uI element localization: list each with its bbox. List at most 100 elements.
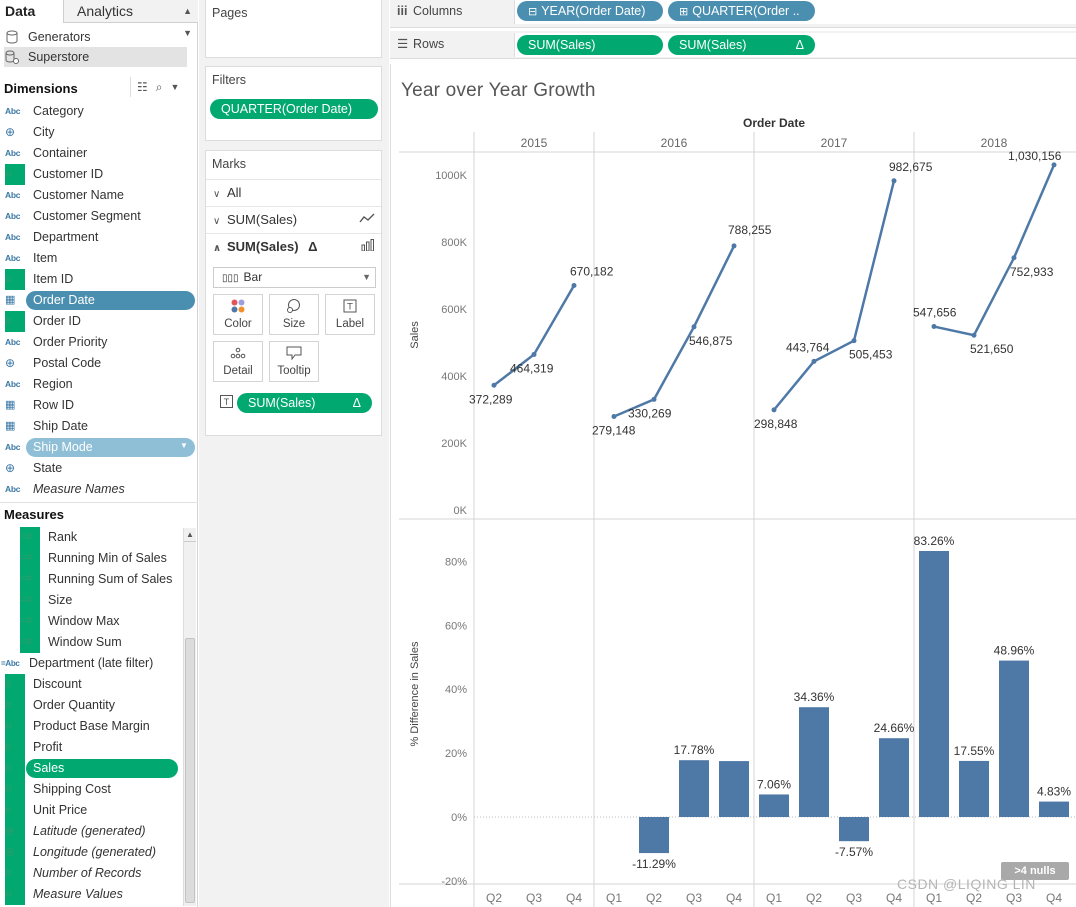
size-button[interactable]: Size — [269, 294, 319, 335]
label-button[interactable]: T Label — [325, 294, 375, 335]
pages-card[interactable]: Pages — [205, 0, 382, 58]
tab-data[interactable]: Data — [0, 0, 64, 23]
field-window-max[interactable]: =# Window Max — [20, 611, 120, 632]
line-icon — [359, 208, 375, 232]
field-order-id[interactable]: # Order ID — [5, 311, 81, 332]
nulls-indicator[interactable]: >4 nulls — [1001, 862, 1069, 880]
string-type-icon: Abc — [5, 232, 21, 242]
scrollbar-thumb[interactable] — [185, 638, 195, 903]
datasource-superstore[interactable]: Superstore — [4, 47, 187, 67]
calculated-number-icon: =# — [20, 527, 40, 548]
chevron-down-icon: ▼ — [362, 272, 371, 282]
chevron-down-icon[interactable]: ▼ — [170, 82, 180, 92]
field-item-id[interactable]: # Item ID — [5, 269, 73, 290]
datasource-label: Superstore — [28, 50, 90, 64]
field-window-sum[interactable]: =# Window Sum — [20, 632, 122, 653]
quarter-label: Q2 — [646, 891, 662, 905]
field-measure-names[interactable]: Abc Measure Names — [5, 479, 125, 500]
field-customer-name[interactable]: Abc Customer Name — [5, 185, 124, 206]
datasource-label: Generators — [28, 30, 91, 44]
sales-point — [691, 324, 697, 330]
string-type-icon: Abc — [5, 484, 21, 494]
field-shipping-cost[interactable]: # Shipping Cost — [5, 779, 111, 800]
dimension-tools: ☷ ⌕ ▼ — [137, 80, 179, 95]
marks-row-all[interactable]: ∨ All — [213, 181, 378, 205]
field-postal-code[interactable]: ⊕ Postal Code — [5, 353, 101, 374]
column-pill-quarter[interactable]: ⊞ QUARTER(Order .. — [668, 1, 815, 21]
rows-drop-area[interactable]: SUM(Sales) SUM(Sales) Δ — [514, 33, 1076, 57]
field-department[interactable]: Abc Department — [5, 227, 98, 248]
tooltip-button[interactable]: Tooltip — [269, 341, 319, 382]
field-ship-date[interactable]: ▦ Ship Date — [5, 416, 88, 437]
year-header-2017: 2017 — [821, 136, 848, 150]
year-header-2016: 2016 — [661, 136, 688, 150]
filters-card[interactable]: Filters QUARTER(Order Date) — [205, 66, 382, 141]
calculated-string-icon: =Abc — [1, 659, 20, 668]
label-sum-sales-pill[interactable]: SUM(Sales) Δ — [237, 393, 372, 413]
field-running-min-of-sales[interactable]: =# Running Min of Sales — [20, 548, 167, 569]
viz-title: Year over Year Growth — [401, 80, 596, 101]
updown-icon[interactable]: ▲ ▼ — [183, 6, 192, 38]
list-view-icon[interactable]: ☷ — [137, 80, 148, 94]
measures-scrollbar[interactable]: ▲ — [183, 528, 196, 906]
sales-point — [1051, 162, 1057, 168]
sales-point — [891, 178, 897, 184]
column-pill-year[interactable]: ⊟ YEAR(Order Date) — [517, 1, 663, 21]
color-button[interactable]: Color — [213, 294, 263, 335]
marks-row-sum-sales-bar[interactable]: ∧ SUM(Sales) Δ — [213, 235, 378, 259]
watermark: CSDN @LIQING LIN — [897, 876, 1036, 892]
field-profit[interactable]: # Profit — [5, 737, 62, 758]
field-department-late-filter[interactable]: =Abc Department (late filter) — [1, 653, 153, 674]
row-pill-sum-sales-delta[interactable]: SUM(Sales) Δ — [668, 35, 815, 55]
datasource-generators[interactable]: Generators — [4, 27, 187, 47]
field-category[interactable]: Abc Category — [5, 101, 84, 122]
marks-row-sum-sales-line[interactable]: ∨ SUM(Sales) — [213, 208, 378, 232]
top-axis-tick-label: 1000K — [435, 170, 467, 182]
field-region[interactable]: Abc Region — [5, 374, 73, 395]
detail-button[interactable]: Detail — [213, 341, 263, 382]
field-order-quantity[interactable]: # Order Quantity — [5, 695, 115, 716]
filter-pill[interactable]: QUARTER(Order Date) — [210, 99, 378, 119]
field-unit-price[interactable]: # Unit Price — [5, 800, 87, 821]
tab-analytics[interactable]: Analytics ▲ ▼ — [64, 0, 198, 38]
field-number-of-records[interactable]: # Number of Records — [5, 863, 141, 884]
detail-icon — [214, 345, 262, 365]
pct-diff-bar — [919, 550, 949, 817]
field-discount[interactable]: # Discount — [5, 674, 82, 695]
field-label: Unit Price — [33, 803, 88, 817]
row-pill-sum-sales[interactable]: SUM(Sales) — [517, 35, 663, 55]
columns-drop-area[interactable]: ⊟ YEAR(Order Date) ⊞ QUARTER(Order .. — [514, 0, 1076, 24]
field-measure-values[interactable]: # Measure Values — [5, 884, 123, 905]
field-ship-mode[interactable]: Abc Ship Mode — [5, 437, 93, 458]
field-rank[interactable]: =# Rank — [20, 527, 77, 548]
columns-icon: iii — [397, 4, 408, 18]
field-size[interactable]: =# Size — [20, 590, 72, 611]
bottom-axis-tick-label: 40% — [445, 684, 467, 696]
mark-type-select[interactable]: ▯▯▯ Bar ▼ — [213, 267, 376, 288]
field-order-date[interactable]: ▦ Order Date — [5, 290, 95, 311]
pct-diff-bar — [759, 794, 789, 817]
search-icon[interactable]: ⌕ — [155, 80, 163, 94]
field-state[interactable]: ⊕ State — [5, 458, 62, 479]
field-customer-segment[interactable]: Abc Customer Segment — [5, 206, 141, 227]
field-label: Shipping Cost — [33, 782, 111, 796]
pill-label: SUM(Sales) — [679, 38, 747, 52]
field-running-sum-of-sales[interactable]: =# Running Sum of Sales — [20, 569, 172, 590]
field-row-id[interactable]: ▦ Row ID — [5, 395, 74, 416]
scroll-up-icon[interactable]: ▲ — [184, 528, 196, 542]
field-latitude-generated[interactable]: ⊕ Latitude (generated) — [5, 821, 146, 842]
field-container[interactable]: Abc Container — [5, 143, 87, 164]
field-product-base-margin[interactable]: # Product Base Margin — [5, 716, 150, 737]
columns-label-text: Columns — [413, 4, 463, 18]
field-highlight — [26, 291, 195, 310]
field-customer-id[interactable]: # Customer ID — [5, 164, 103, 185]
field-longitude-generated[interactable]: ⊕ Longitude (generated) — [5, 842, 156, 863]
year-header-2018: 2018 — [981, 136, 1008, 150]
chevron-down-icon[interactable]: ▼ — [180, 441, 188, 450]
pct-diff-label: 7.06% — [757, 777, 791, 791]
field-item[interactable]: Abc Item — [5, 248, 57, 269]
field-sales[interactable]: # Sales — [5, 758, 64, 779]
field-order-priority[interactable]: Abc Order Priority — [5, 332, 107, 353]
calculated-number-icon: =# — [20, 611, 40, 632]
field-city[interactable]: ⊕ City — [5, 122, 55, 143]
